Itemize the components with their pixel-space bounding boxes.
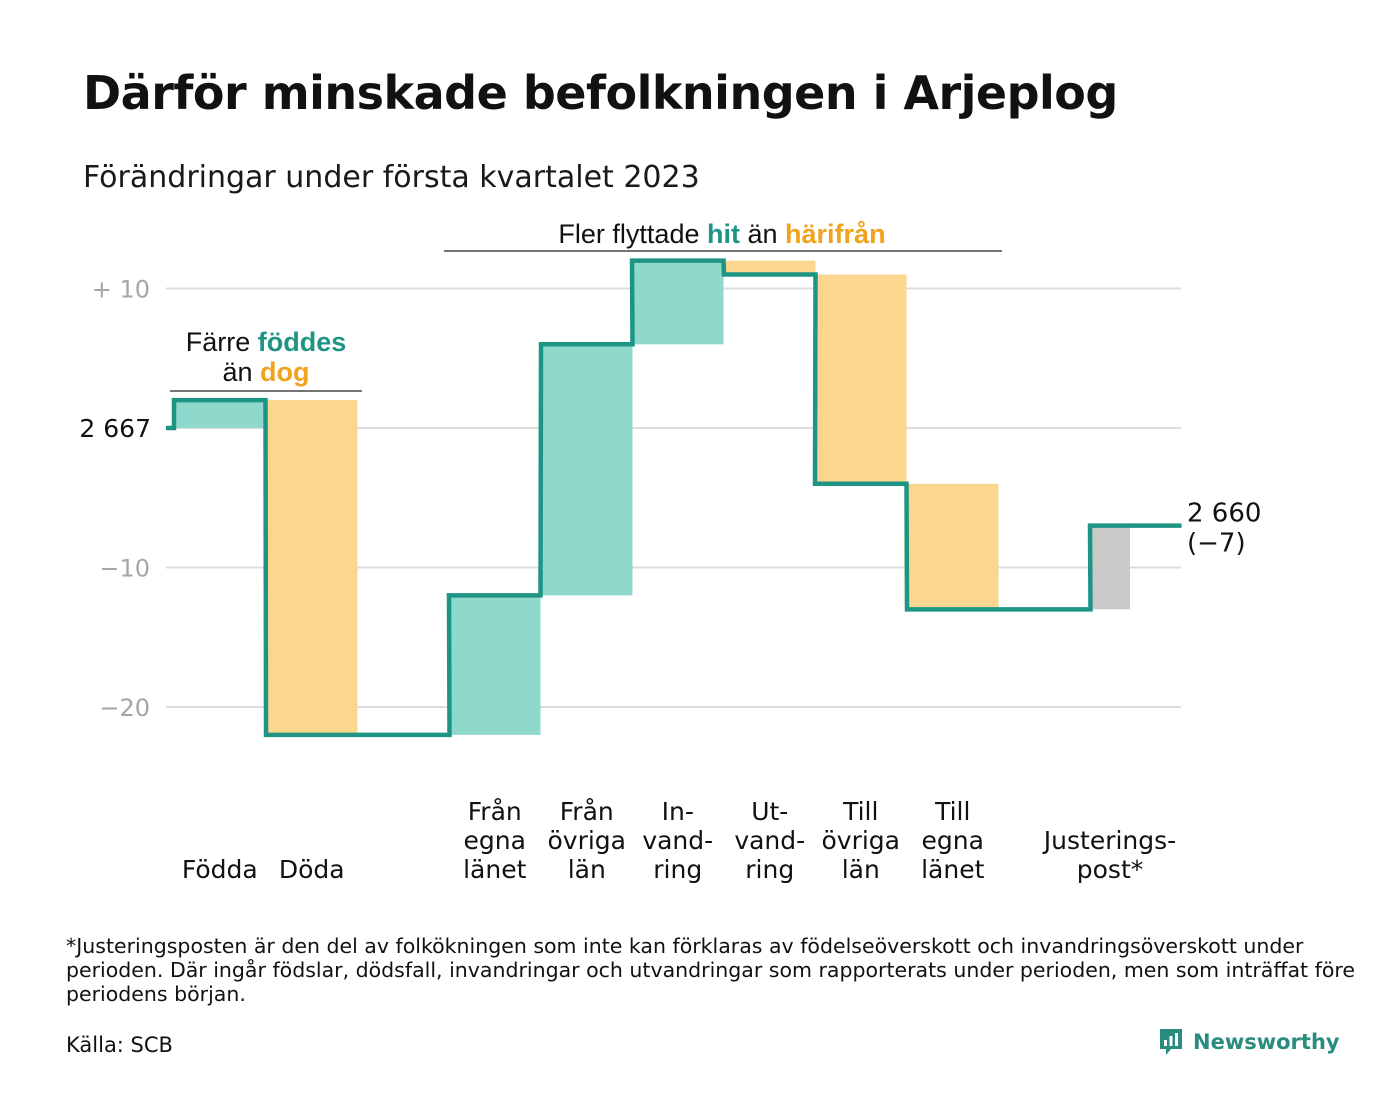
svg-text:Fler flyttade hit än härifrån: Fler flyttade hit än härifrån	[558, 219, 885, 249]
y-tick-label: −10	[99, 555, 150, 583]
bar-decrease	[815, 274, 907, 484]
brand-logo: Newsworthy	[1158, 1027, 1340, 1057]
labels: + 10 −10 −20 2 667 Födda Döda Från egna länet Frå…	[79, 276, 1261, 885]
chart-title: Därför minskade befolkningen i Arjeplog	[83, 66, 1118, 120]
brand-name: Newsworthy	[1193, 1030, 1340, 1054]
newsworthy-logo-icon	[1160, 1029, 1182, 1055]
waterfall-chart: + 10 −10 −20 2 667 Födda Döda Från egna länet Frå…	[79, 219, 1261, 885]
svg-text:än dog: än dog	[222, 357, 309, 387]
bar-adjustment	[1090, 525, 1130, 610]
bars	[174, 260, 1130, 735]
category-label: Döda	[279, 855, 345, 884]
annotation-births-highlight: föddes	[258, 327, 347, 357]
category-label: Från egna länet	[463, 797, 526, 884]
source-credit: Källa: SCB	[66, 1033, 173, 1057]
end-value-label: 2 660	[1187, 499, 1261, 529]
annotation-migration: Fler flyttade hit än härifrån	[444, 219, 1002, 252]
annotation-births-line2: än	[222, 357, 260, 387]
running-total-line	[166, 258, 1182, 738]
start-value-label: 2 667	[79, 414, 151, 443]
bar-increase	[541, 344, 633, 596]
y-tick-label: + 10	[92, 276, 150, 304]
annotation-migration-prefix: Fler flyttade	[558, 219, 707, 249]
category-label: Till egna länet	[921, 797, 984, 884]
annotation-births-prefix: Färre	[186, 327, 258, 357]
footnote: *Justeringsposten är den del av folkökni…	[66, 934, 1355, 1006]
bar-decrease	[907, 483, 999, 610]
bar-decrease	[724, 260, 816, 275]
end-change-label: (−7)	[1187, 529, 1246, 559]
annotation-migration-hit: hit	[707, 219, 740, 249]
bar-increase	[174, 400, 266, 428]
annotation-births: Färre föddes än dog	[170, 327, 362, 392]
category-label: Justerings-post*	[1042, 826, 1176, 884]
annotation-migration-middle: än	[740, 219, 785, 249]
svg-text:Färre föddes: Färre föddes	[186, 327, 347, 357]
category-label: Födda	[182, 855, 258, 884]
category-label: In-vand-ring	[642, 797, 713, 884]
category-label: Till övriga län	[821, 797, 900, 884]
annotation-migration-harifran: härifrån	[785, 219, 886, 249]
bar-increase	[632, 260, 724, 345]
bar-decrease	[266, 400, 358, 735]
annotation-deaths-highlight: dog	[260, 357, 309, 387]
bar-increase	[449, 595, 541, 735]
category-label: Från övriga län	[547, 797, 626, 884]
chart-subtitle: Förändringar under första kvartalet 2023	[83, 160, 700, 195]
y-tick-label: −20	[99, 694, 150, 722]
category-label: Ut-vand-ring	[734, 797, 805, 884]
